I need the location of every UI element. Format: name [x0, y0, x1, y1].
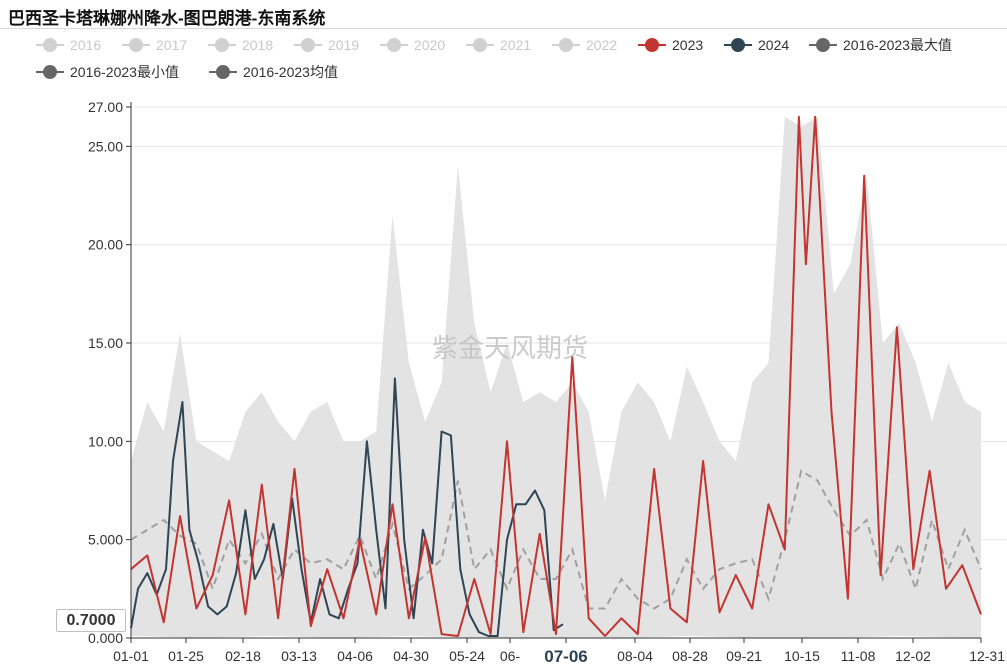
- x-tick-label: 12-31: [969, 648, 1005, 664]
- legend-symbol-icon: [36, 34, 64, 56]
- x-tick-label: 11-08: [841, 648, 876, 664]
- legend-symbol-icon: [724, 34, 752, 56]
- legend-symbol-icon: [380, 34, 408, 56]
- y-tick-label: 25.00: [88, 138, 123, 154]
- legend-symbol-icon: [122, 34, 150, 56]
- title-divider: [0, 28, 1007, 29]
- x-tick-label: 02-18: [225, 648, 261, 664]
- y-tick-label: 20.00: [88, 237, 123, 253]
- legend-item-2019[interactable]: 2019: [294, 34, 359, 56]
- mean-line: [130, 469, 982, 610]
- band-area: [131, 116, 981, 639]
- legend-item-2023[interactable]: 2023: [638, 34, 703, 56]
- legend-item-2024[interactable]: 2024: [724, 34, 789, 56]
- y-tick-label: 5.000: [88, 532, 123, 548]
- x-tick-label: 01-01: [113, 648, 149, 664]
- legend-symbol-icon: [208, 34, 236, 56]
- y-tick-label: 10.00: [88, 433, 123, 449]
- legend-symbol-icon: [809, 34, 837, 56]
- x-tick-label: 05-24: [449, 648, 485, 664]
- legend-item-2017[interactable]: 2017: [122, 34, 187, 56]
- watermark: 紫金天风期货: [432, 333, 588, 363]
- legend-item-2022[interactable]: 2022: [552, 34, 617, 56]
- chart-title: 巴西圣卡塔琳娜州降水-图巴朗港-东南系统: [8, 9, 326, 28]
- x-tick-label: 07-06: [544, 647, 587, 666]
- legend-label: 2023: [672, 37, 704, 53]
- legend-label: 2016-2023均值: [243, 64, 338, 80]
- legend-label: 2022: [586, 37, 618, 53]
- legend-symbol-icon: [294, 34, 322, 56]
- x-tick-label: 08-28: [672, 648, 708, 664]
- axis-pointer-label: 0.7000: [56, 609, 126, 632]
- series-2023-line: [130, 115, 982, 637]
- legend-symbol-icon: [466, 34, 494, 56]
- x-tick-label: 04-06: [337, 648, 373, 664]
- x-tick-label: 10-15: [784, 648, 820, 664]
- legend-item-2021[interactable]: 2021: [466, 34, 531, 56]
- x-tick-label: 01-25: [168, 648, 204, 664]
- legend-label: 2016-2023最大值: [843, 37, 952, 53]
- legend-label: 2016-2023最小值: [70, 64, 179, 80]
- legend-item-2016-2023均值[interactable]: 2016-2023均值: [209, 61, 338, 83]
- legend-label: 2018: [242, 37, 274, 53]
- legend-label: 2016: [70, 37, 102, 53]
- legend-symbol-icon: [552, 34, 580, 56]
- legend-item-2020[interactable]: 2020: [380, 34, 445, 56]
- legend-item-2018[interactable]: 2018: [208, 34, 273, 56]
- max-min-band: [131, 116, 981, 639]
- legend-label: 2019: [328, 37, 360, 53]
- legend-label: 2021: [500, 37, 532, 53]
- legend-label: 2020: [414, 37, 446, 53]
- legend-item-2016[interactable]: 2016: [36, 34, 101, 56]
- y-tick-label: 27.00: [88, 99, 123, 115]
- x-tick-label: 08-04: [617, 648, 653, 664]
- legend-item-2016-2023最大值[interactable]: 2016-2023最大值: [809, 34, 952, 56]
- x-tick-label: 09-21: [726, 648, 762, 664]
- legend-label: 2017: [156, 37, 188, 53]
- x-tick-label: 12-02: [895, 648, 931, 664]
- x-tick-label: 06-: [500, 648, 521, 664]
- x-tick-label: 04-30: [393, 648, 429, 664]
- x-tick-label: 03-13: [281, 648, 317, 664]
- y-tick-label: 0.000: [88, 630, 123, 646]
- axes: 0.000 5.000 10.00 15.00 20.00 25.00 27.00 01-01…: [88, 99, 1005, 666]
- legend-symbol-icon: [36, 61, 64, 83]
- series-2024-line: [130, 377, 564, 637]
- y-tick-label: 15.00: [88, 335, 123, 351]
- legend-label: 2024: [758, 37, 790, 53]
- legend-item-2016-2023最小值[interactable]: 2016-2023最小值: [36, 61, 179, 83]
- legend-symbol-icon: [638, 34, 666, 56]
- legend-symbol-icon: [209, 61, 237, 83]
- series-lines: [130, 115, 982, 637]
